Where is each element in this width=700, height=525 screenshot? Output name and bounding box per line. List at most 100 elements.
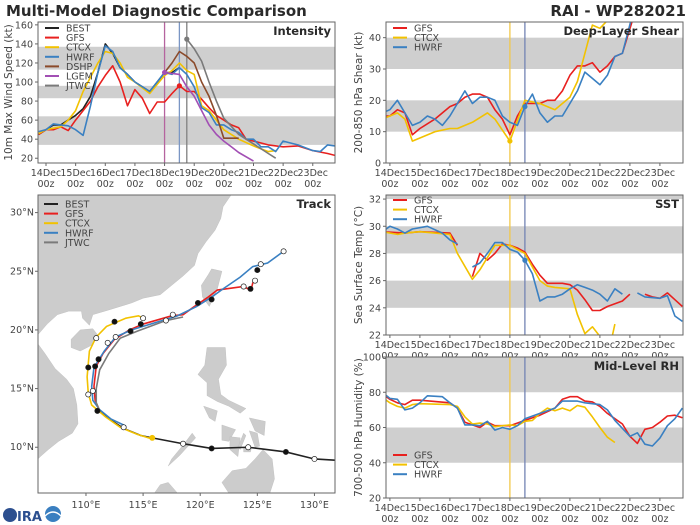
x-tick-label: 16Dec	[435, 168, 465, 179]
marker-gfs	[176, 83, 182, 89]
rh-plot-area	[386, 357, 683, 498]
y-axis-label: 200-850 hPa Shear (kt)	[353, 32, 365, 154]
track-marker	[104, 339, 111, 346]
lon-tick-label: 110°E	[72, 500, 101, 511]
x-tick-sublabel: 00z	[621, 179, 638, 190]
sst-plot-area	[386, 195, 683, 335]
x-tick-label: 15Dec	[405, 168, 435, 179]
legend-label-ctcx: CTCX	[65, 219, 91, 230]
x-tick-sublabel: 00z	[411, 514, 428, 525]
track-marker	[282, 448, 289, 455]
x-tick-label: 16Dec	[90, 168, 120, 179]
x-tick-label: 23Dec	[645, 168, 675, 179]
shaded-band	[386, 100, 683, 132]
x-tick-label: 22Dec	[615, 503, 645, 514]
series-dshp	[163, 50, 239, 139]
track-jtwc	[95, 316, 184, 412]
legend-label-jtwc: JTWC	[64, 238, 90, 249]
track-marker	[127, 328, 134, 335]
y-tick-label: 30	[369, 65, 381, 76]
track-marker	[111, 318, 118, 325]
track-marker	[149, 434, 156, 441]
y-tick-label: 40	[369, 33, 381, 44]
x-tick-sublabel: 00z	[531, 179, 548, 190]
x-tick-sublabel: 00z	[126, 179, 143, 190]
land-mass	[201, 268, 223, 307]
x-tick-label: 22Dec	[268, 168, 298, 179]
x-tick-sublabel: 00z	[471, 179, 488, 190]
shear-plot-area	[386, 22, 683, 163]
land-mass	[70, 328, 98, 352]
legend-label-gfs: GFS	[66, 33, 85, 44]
shaded-band	[386, 357, 683, 393]
x-tick-label: 18Dec	[495, 503, 525, 514]
x-tick-label: 23Dec	[645, 340, 675, 351]
land-mass	[203, 405, 218, 422]
x-tick-label: 22Dec	[615, 340, 645, 351]
land-mass	[221, 424, 236, 442]
x-tick-sublabel: 00z	[651, 514, 668, 525]
series-lgem	[164, 71, 254, 162]
land-mass	[154, 482, 178, 493]
panels: 2040608010012014016014Dec00z15Dec00z16De…	[3, 20, 684, 525]
lat-tick-label: 30°N	[10, 208, 34, 219]
legend-label-best: BEST	[66, 24, 91, 35]
track-marker	[208, 445, 215, 452]
lat-tick-label: 10°N	[10, 442, 34, 453]
track-marker	[169, 311, 176, 318]
track-marker	[311, 456, 318, 462]
land-mass	[248, 417, 266, 436]
legend-label-ctcx: CTCX	[414, 33, 440, 44]
marker-jtwc	[184, 36, 190, 42]
y-tick-label: 100	[363, 353, 381, 364]
x-tick-sublabel: 00z	[561, 179, 578, 190]
legend-label-hwrf: HWRF	[65, 228, 94, 239]
y-tick-label: 20	[21, 154, 33, 165]
y-axis-label: Sea Surface Temp (°C)	[353, 206, 365, 324]
x-tick-label: 20Dec	[555, 340, 585, 351]
x-tick-label: 18Dec	[495, 168, 525, 179]
x-tick-sublabel: 00z	[275, 179, 292, 190]
x-tick-label: 14Dec	[375, 340, 405, 351]
axes-frame	[385, 21, 684, 164]
x-tick-label: 21Dec	[585, 340, 615, 351]
x-tick-sublabel: 00z	[67, 179, 84, 190]
x-tick-sublabel: 00z	[186, 179, 203, 190]
shaded-band	[386, 280, 683, 308]
shaded-band	[386, 226, 683, 254]
x-tick-sublabel: 00z	[471, 514, 488, 525]
y-tick-label: 160	[15, 20, 33, 31]
sst-panel: 22242628303214Dec00z15Dec00z16Dec00z17De…	[353, 194, 684, 362]
track-marker	[95, 356, 102, 363]
track-plot-area	[38, 195, 335, 493]
y-tick-label: 80	[369, 388, 381, 399]
y-tick-label: 140	[15, 39, 33, 50]
x-tick-label: 14Dec	[375, 503, 405, 514]
legend-label-gfs: GFS	[414, 451, 433, 462]
series-ctcx	[386, 399, 616, 444]
y-tick-label: 22	[369, 331, 381, 342]
x-tick-sublabel: 00z	[591, 179, 608, 190]
legend-label-ctcx: CTCX	[414, 205, 440, 216]
x-tick-sublabel: 00z	[591, 514, 608, 525]
y-tick-label: 80	[21, 97, 33, 108]
x-tick-label: 20Dec	[555, 503, 585, 514]
map-frame	[37, 194, 336, 494]
track-marker	[208, 296, 215, 303]
y-tick-label: 100	[15, 78, 33, 89]
y-tick-label: 20	[369, 96, 381, 107]
x-tick-label: 20Dec	[209, 168, 239, 179]
track-marker	[93, 335, 100, 342]
x-tick-label: 21Dec	[585, 168, 615, 179]
x-tick-label: 14Dec	[375, 168, 405, 179]
x-tick-sublabel: 00z	[97, 179, 114, 190]
x-tick-label: 15Dec	[405, 340, 435, 351]
track-marker	[112, 334, 119, 340]
x-tick-sublabel: 00z	[651, 179, 668, 190]
marker-hwrf	[522, 257, 528, 263]
axes-frame	[385, 194, 684, 336]
y-tick-label: 60	[369, 423, 381, 434]
series-ctcx	[386, 22, 608, 142]
legend-label-gfs: GFS	[414, 196, 433, 207]
